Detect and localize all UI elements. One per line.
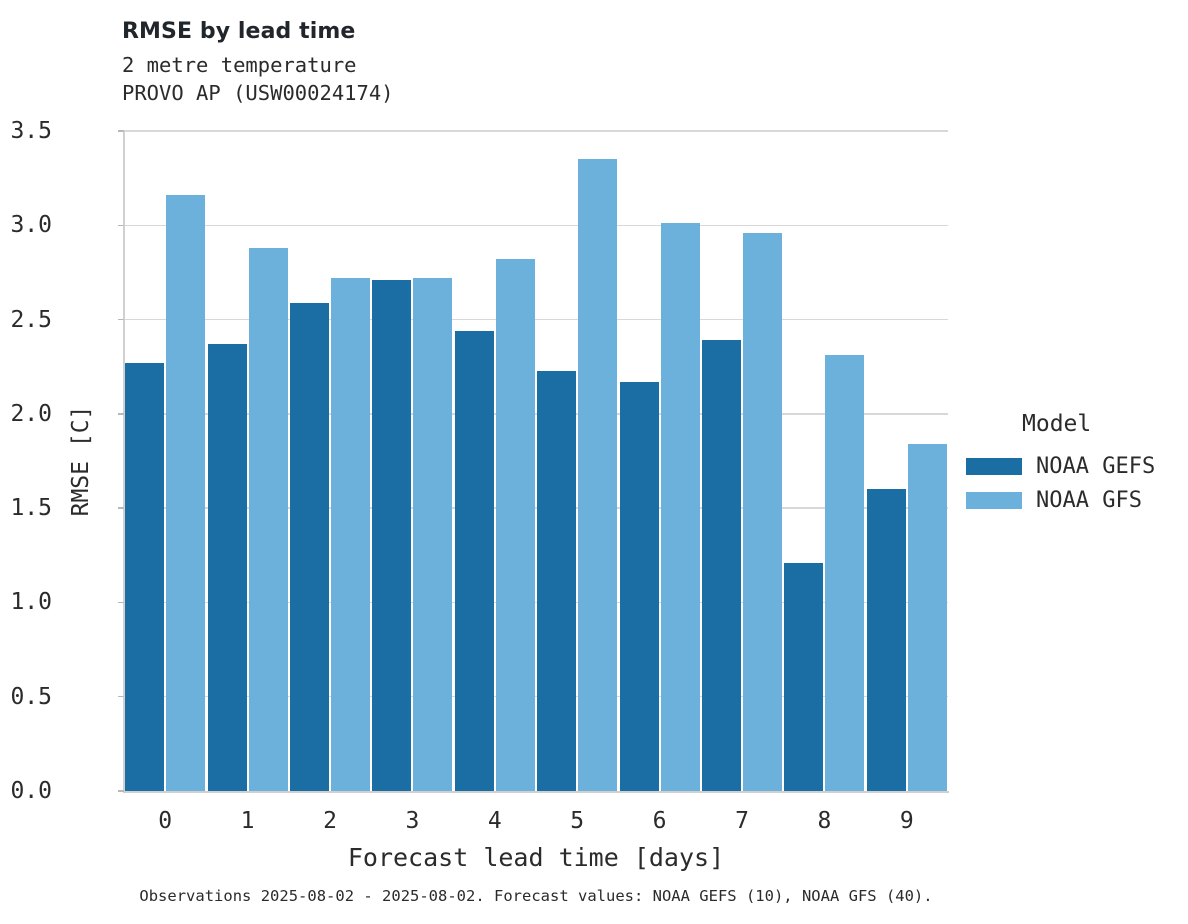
page-title: RMSE by lead time: [122, 19, 356, 44]
y-tick-mark: [118, 224, 124, 227]
bar: [907, 444, 947, 791]
bar: [743, 232, 782, 791]
y-tick-label: 0.0: [10, 778, 52, 804]
chart-subtitle-station: PROVO AP (USW00024174): [122, 81, 394, 105]
gridline: [124, 224, 948, 227]
bar: [207, 344, 247, 791]
y-tick-label: 1.5: [10, 495, 52, 522]
y-tick-mark: [118, 601, 124, 604]
y-tick-mark: [118, 130, 124, 132]
gridline: [124, 507, 948, 509]
legend-item-label: NOAA GEFS: [1036, 453, 1156, 479]
x-tick-label: 3: [405, 808, 420, 834]
x-tick-label: 8: [817, 808, 832, 834]
y-tick-label: 2.0: [10, 400, 52, 427]
bar: [825, 355, 865, 791]
x-tick-label: 1: [240, 808, 255, 834]
legend-item[interactable]: NOAA GEFS: [966, 449, 1176, 483]
gridline: [124, 413, 948, 415]
y-tick-mark: [118, 695, 124, 698]
gridline: [124, 601, 948, 604]
bar: [454, 330, 494, 791]
bar: [866, 489, 906, 791]
bar: [702, 340, 741, 791]
footer-note: Observations 2025-08-02 - 2025-08-02. Fo…: [139, 887, 933, 905]
legend: Model NOAA GEFS NOAA GFS: [966, 411, 1176, 517]
x-tick-label: 0: [158, 808, 173, 834]
legend-swatch-icon: [966, 457, 1022, 475]
x-tick-label: 9: [899, 808, 914, 834]
legend-title: Model: [1022, 411, 1092, 437]
bar: [248, 247, 288, 791]
chart-subtitle-variable: 2 metre temperature: [122, 53, 357, 77]
y-tick-label: 0.5: [10, 683, 52, 710]
legend-item[interactable]: NOAA GFS: [966, 483, 1176, 517]
bar: [290, 302, 329, 791]
y-tick-label: 1.0: [10, 589, 52, 616]
x-axis-label: Forecast lead time [days]: [347, 843, 725, 872]
bar: [372, 279, 412, 791]
bar: [619, 381, 659, 791]
bar: [578, 159, 618, 791]
bar: [413, 278, 453, 791]
y-axis-label: RMSE [C]: [68, 405, 94, 517]
x-tick-label: 2: [323, 808, 337, 834]
x-axis-spine: [123, 791, 949, 793]
bar: [784, 562, 824, 791]
gridline: [124, 130, 948, 132]
bar: [166, 195, 206, 791]
bar: [660, 223, 700, 791]
y-tick-label: 3.5: [10, 118, 52, 144]
bar: [125, 362, 165, 791]
x-tick-label: 6: [652, 808, 667, 834]
legend-item-label: NOAA GFS: [1036, 487, 1142, 513]
gridline: [124, 318, 948, 321]
bar: [537, 370, 577, 791]
bar: [495, 259, 535, 791]
x-tick-label: 7: [735, 808, 749, 834]
legend-swatch-icon: [966, 491, 1022, 509]
x-tick-label: 4: [487, 808, 502, 834]
legend-entries: NOAA GEFS NOAA GFS: [966, 449, 1176, 517]
y-axis-spine: [123, 131, 125, 793]
y-tick-label: 2.5: [10, 306, 52, 333]
gridline: [124, 695, 948, 698]
plot-area: RMSE [C]: [68, 130, 948, 791]
y-tick-label: 3.0: [10, 212, 52, 239]
x-tick-label: 5: [570, 808, 585, 834]
y-tick-mark: [118, 790, 124, 792]
y-tick-mark: [118, 318, 124, 321]
bar: [331, 278, 370, 791]
y-tick-mark: [118, 413, 124, 415]
y-tick-mark: [118, 507, 124, 509]
